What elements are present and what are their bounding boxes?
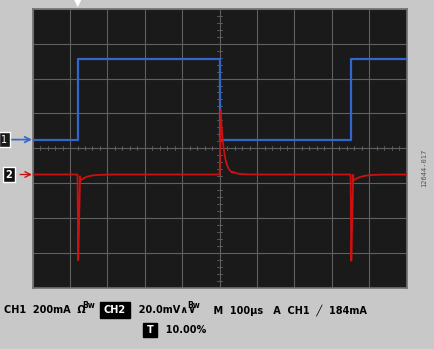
Text: CH1  200mA  Ω: CH1 200mA Ω <box>4 305 89 315</box>
Text: 20.0mV∧∨: 20.0mV∧∨ <box>132 305 196 315</box>
Text: Bw: Bw <box>187 301 199 310</box>
Text: 1: 1 <box>1 135 7 144</box>
Text: 2: 2 <box>5 170 12 179</box>
Text: 12644-017: 12644-017 <box>420 148 426 187</box>
Text: M  100μs   A  CH1  ╱  184mA: M 100μs A CH1 ╱ 184mA <box>200 304 366 316</box>
Bar <box>143 322 157 337</box>
Text: T: T <box>146 325 153 335</box>
Text: ▼: ▼ <box>74 0 81 8</box>
Text: 10.00%: 10.00% <box>159 325 206 335</box>
Bar <box>100 302 130 318</box>
Text: Bw: Bw <box>82 301 95 310</box>
Text: CH2: CH2 <box>104 305 126 315</box>
